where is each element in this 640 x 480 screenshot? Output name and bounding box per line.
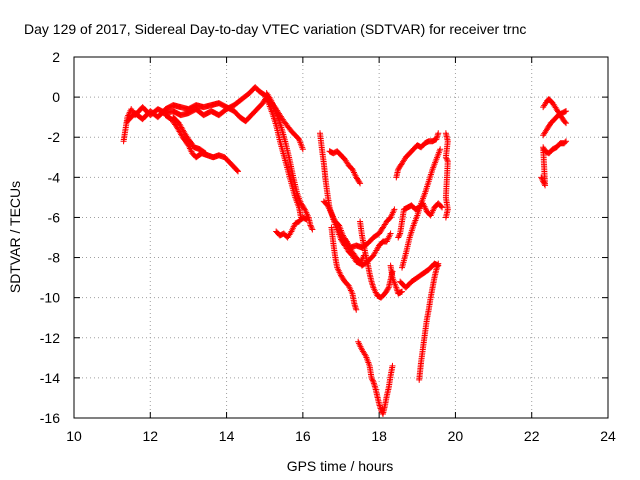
data-point bbox=[295, 135, 302, 142]
series-9 bbox=[328, 224, 360, 313]
y-tick-label: -10 bbox=[40, 290, 60, 306]
data-point bbox=[540, 145, 547, 152]
data-point bbox=[538, 174, 545, 181]
series-22 bbox=[540, 96, 570, 127]
data-point bbox=[540, 179, 547, 186]
x-tick-label: 12 bbox=[142, 428, 158, 444]
data-point bbox=[562, 119, 569, 126]
data-point bbox=[562, 108, 569, 115]
data-point bbox=[308, 223, 315, 230]
series-17 bbox=[399, 146, 444, 271]
x-tick-label: 16 bbox=[295, 428, 311, 444]
data-point bbox=[356, 179, 363, 186]
data-point bbox=[437, 146, 444, 153]
data-point bbox=[562, 139, 569, 146]
data-point bbox=[395, 233, 402, 240]
y-tick-label: -4 bbox=[48, 169, 61, 185]
y-tick-label: -6 bbox=[48, 209, 61, 225]
x-tick-label: 14 bbox=[219, 428, 235, 444]
data-point bbox=[391, 206, 398, 213]
data-point bbox=[563, 108, 570, 115]
series-1 bbox=[124, 94, 306, 153]
data-point bbox=[438, 203, 445, 210]
x-tick-label: 18 bbox=[371, 428, 387, 444]
series-4 bbox=[263, 90, 316, 233]
data-point bbox=[369, 376, 376, 383]
data-point bbox=[309, 226, 316, 233]
x-axis-title: GPS time / hours bbox=[287, 458, 394, 474]
data-point bbox=[357, 180, 364, 187]
series-15 bbox=[393, 130, 442, 181]
series-13 bbox=[355, 338, 396, 417]
y-tick-label: -16 bbox=[40, 410, 60, 426]
data-point bbox=[563, 120, 570, 127]
data-point bbox=[307, 222, 314, 229]
y-tick-label: -12 bbox=[40, 330, 60, 346]
y-tick-label: 2 bbox=[52, 49, 60, 65]
data-point bbox=[442, 154, 449, 161]
x-tick-label: 24 bbox=[600, 428, 616, 444]
data-point bbox=[353, 306, 360, 313]
series-5 bbox=[273, 214, 310, 241]
series-18 bbox=[416, 260, 442, 383]
y-tick-label: -14 bbox=[40, 370, 60, 386]
series-10 bbox=[341, 206, 398, 251]
chart-title: Day 129 of 2017, Sidereal Day-to-day VTE… bbox=[24, 21, 526, 37]
series-3 bbox=[170, 114, 209, 157]
data-point bbox=[384, 285, 391, 292]
data-point bbox=[563, 138, 570, 145]
data-point bbox=[442, 214, 449, 221]
x-tick-label: 20 bbox=[448, 428, 464, 444]
series-14 bbox=[395, 200, 446, 241]
data-point bbox=[389, 362, 396, 369]
data-point bbox=[234, 167, 241, 174]
data-point bbox=[369, 377, 376, 384]
y-axis-title: SDTVAR / TECUs bbox=[7, 181, 23, 293]
data-point bbox=[395, 234, 402, 241]
series-12 bbox=[387, 262, 406, 297]
x-tick-label: 10 bbox=[66, 428, 82, 444]
data-point bbox=[435, 130, 442, 137]
series-7 bbox=[326, 148, 364, 187]
y-axis-ticks: 2 0 -2 -4 -6 -8 -10 -12 -14 -16 bbox=[40, 49, 608, 426]
y-tick-label: 0 bbox=[52, 89, 60, 105]
data-point bbox=[368, 374, 375, 381]
x-axis-ticks: 10 12 14 16 18 20 22 24 bbox=[66, 57, 616, 444]
data-point bbox=[396, 231, 403, 238]
data-series bbox=[120, 84, 570, 417]
data-point bbox=[399, 288, 406, 295]
data-point bbox=[439, 204, 446, 211]
data-point bbox=[303, 216, 310, 223]
data-point bbox=[201, 149, 208, 156]
data-point bbox=[387, 230, 394, 237]
data-point bbox=[308, 225, 315, 232]
series-20 bbox=[538, 138, 570, 189]
data-point bbox=[443, 155, 450, 162]
y-tick-label: -8 bbox=[48, 250, 61, 266]
x-tick-label: 22 bbox=[524, 428, 540, 444]
data-point bbox=[235, 168, 242, 175]
data-point bbox=[435, 260, 442, 267]
y-tick-label: -2 bbox=[48, 129, 61, 145]
data-point bbox=[202, 150, 209, 157]
plot-frame bbox=[73, 56, 609, 419]
series-19 bbox=[442, 130, 451, 221]
data-point bbox=[299, 146, 306, 153]
data-point bbox=[540, 144, 547, 151]
